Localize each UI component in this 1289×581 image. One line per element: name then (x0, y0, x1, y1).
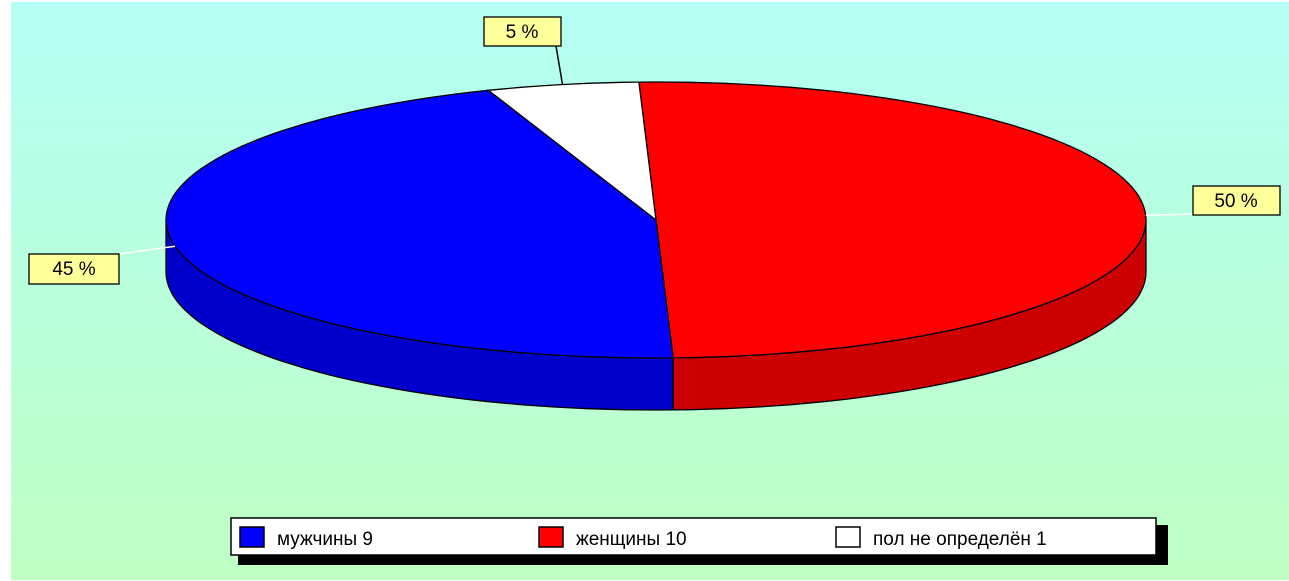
data-label-undetermined-text: 5 % (506, 22, 539, 43)
leader-line-women (1145, 213, 1194, 216)
data-label-men: 45 % (28, 253, 120, 285)
data-label-women-text: 50 % (1214, 191, 1257, 212)
label-leader-lines (118, 45, 1194, 255)
legend-swatch-men (239, 526, 265, 548)
legend-swatch-women (538, 526, 564, 548)
legend: мужчины 9 женщины 10 пол не определён 1 (230, 517, 1168, 565)
legend-label-men: мужчины 9 (277, 529, 373, 550)
pie-slice-men (165, 89, 674, 359)
legend-label-women: женщины 10 (576, 529, 687, 550)
pie-slice-undetermined (486, 81, 657, 222)
leader-line-undetermined (555, 45, 564, 85)
pie-top-faces (165, 81, 1147, 359)
legend-label-undetermined: пол не определён 1 (873, 529, 1047, 550)
legend-swatch-undetermined (835, 526, 861, 548)
legend-box (230, 517, 1157, 556)
leader-line-men (118, 245, 176, 255)
data-label-men-text: 45 % (52, 259, 95, 280)
data-label-women: 50 % (1192, 185, 1281, 216)
data-label-undetermined: 5 % (483, 16, 562, 47)
